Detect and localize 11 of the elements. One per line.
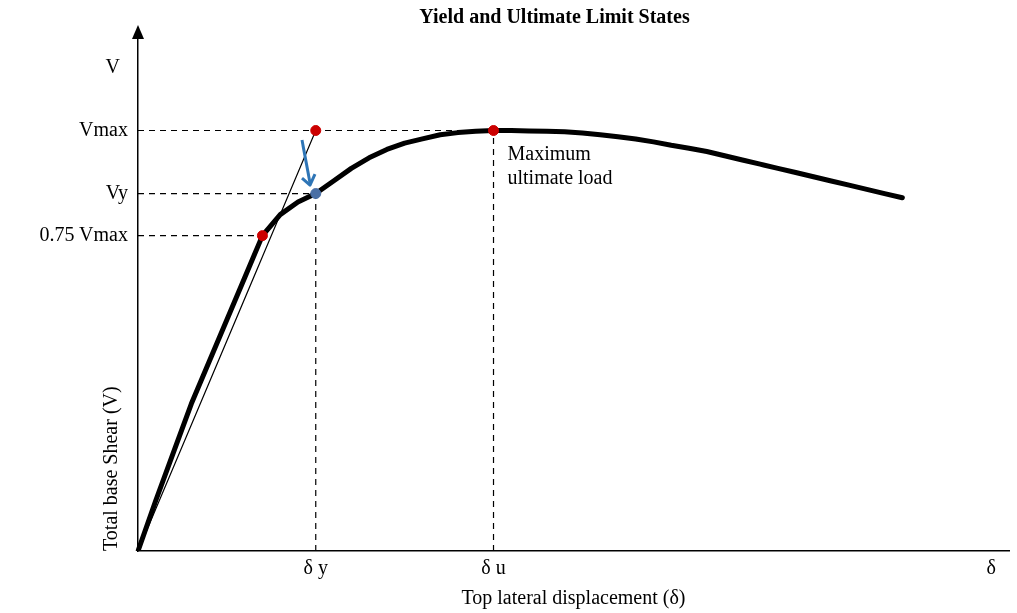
annotation: Maximum ultimate load: [507, 141, 613, 188]
y-axis-title: Total base Shear (V): [99, 386, 123, 551]
ref-line-label: 0.75 Vmax: [39, 222, 128, 245]
ref-line-label: Vmax: [79, 117, 128, 140]
x-axis-title: Top lateral displacement (δ): [461, 586, 686, 610]
x-tick-label: δ: [986, 556, 996, 579]
chart-title: Yield and Ultimate Limit States: [419, 5, 690, 28]
x-tick-label: δ u: [481, 556, 506, 579]
ref-line-label: Vy: [105, 180, 128, 204]
text: V: [105, 55, 121, 78]
x-tick-label: δ y: [303, 556, 328, 580]
